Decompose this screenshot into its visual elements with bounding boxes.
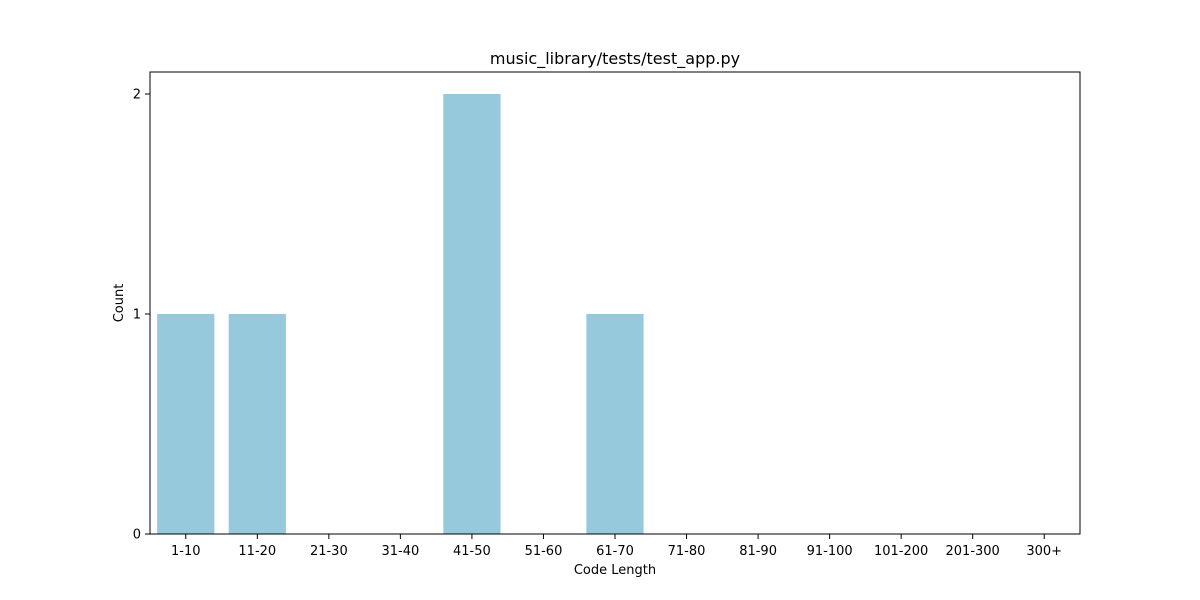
bar-11-20: [228, 314, 286, 534]
x-tick-label: 81-90: [739, 544, 777, 559]
x-tick-label: 21-30: [310, 544, 348, 559]
x-tick-label: 51-60: [525, 544, 563, 559]
x-tick-label: 11-20: [238, 544, 276, 559]
x-tick-label: 41-50: [453, 544, 491, 559]
x-axis-ticks: 1-10 11-20 21-30 31-40 41-50 51-60 61-70 71-80 8…: [171, 534, 1062, 559]
x-tick-label: 300+: [1026, 544, 1062, 559]
x-tick-label: 1-10: [171, 544, 201, 559]
x-tick-label: 61-70: [596, 544, 634, 559]
x-tick-label: 31-40: [381, 544, 419, 559]
y-tick-label: 2: [133, 88, 141, 103]
y-tick-label: 1: [133, 308, 141, 323]
x-tick-label: 71-80: [668, 544, 706, 559]
y-axis-label: Count: [112, 284, 127, 323]
x-tick-label: 201-300: [946, 544, 1000, 559]
x-tick-label: 101-200: [874, 544, 928, 559]
bar-41-50: [443, 94, 501, 534]
bar-1-10: [157, 314, 215, 534]
bars-group: [157, 94, 644, 534]
y-axis-ticks: 0 1 2: [133, 88, 150, 543]
chart-title: music_library/tests/test_app.py: [490, 49, 740, 69]
y-tick-label: 0: [133, 528, 141, 543]
bar-61-70: [586, 314, 644, 534]
x-tick-label: 91-100: [807, 544, 853, 559]
x-axis-label: Code Length: [574, 563, 656, 578]
